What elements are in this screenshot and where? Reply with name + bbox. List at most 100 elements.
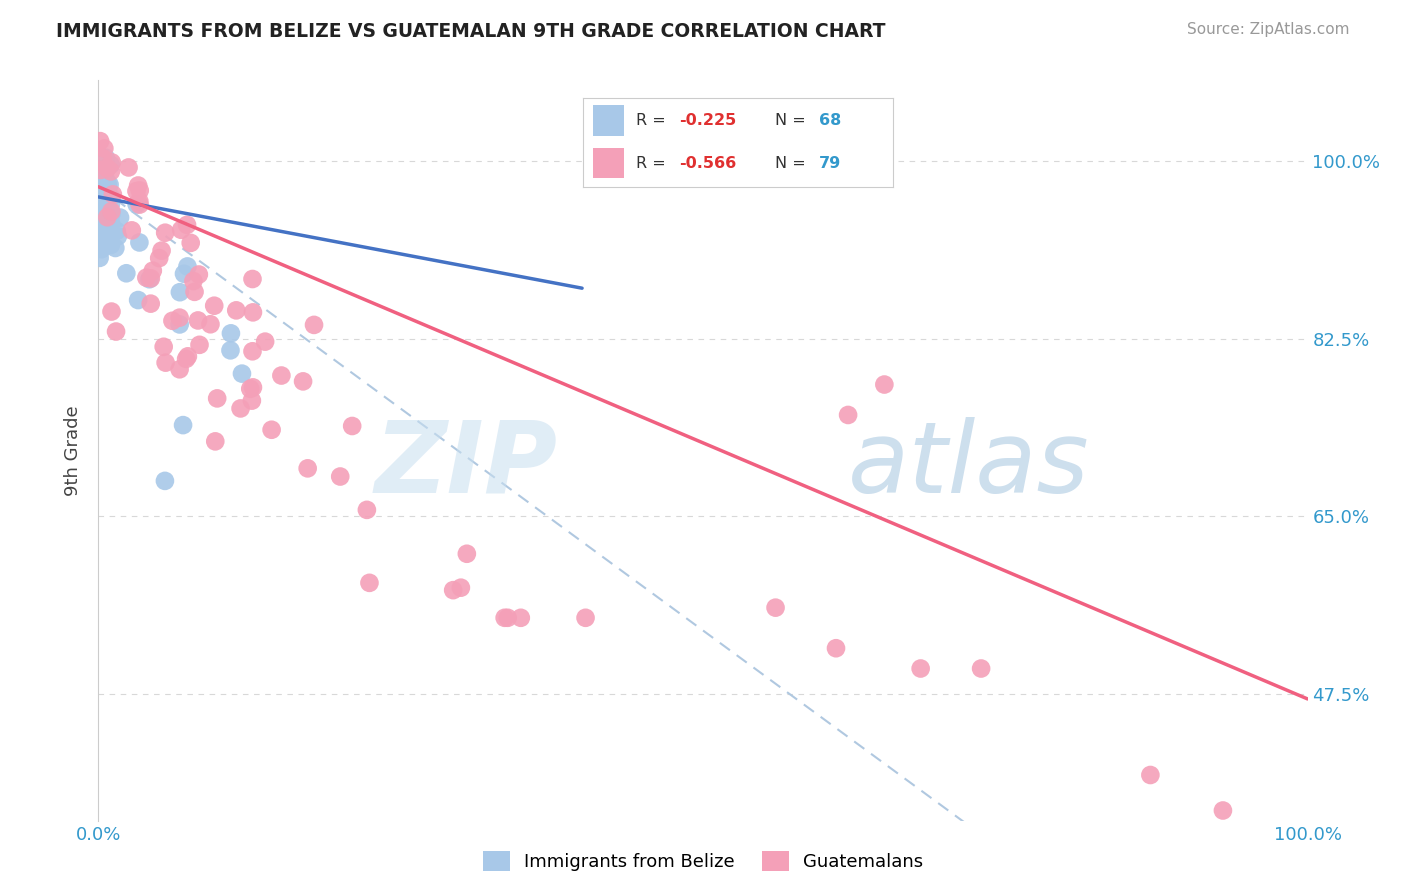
Point	[94, 151, 117, 165]
Point	[101, 155, 124, 169]
Point	[91, 218, 114, 232]
Point	[94, 218, 117, 232]
Text: 79: 79	[818, 156, 841, 170]
Point	[96, 233, 118, 247]
Text: -0.225: -0.225	[679, 113, 737, 128]
Text: IMMIGRANTS FROM BELIZE VS GUATEMALAN 9TH GRADE CORRELATION CHART: IMMIGRANTS FROM BELIZE VS GUATEMALAN 9TH…	[56, 22, 886, 41]
Point	[176, 218, 198, 232]
Point	[574, 611, 596, 625]
Point	[107, 229, 129, 244]
Point	[91, 151, 114, 165]
Point	[496, 611, 519, 625]
Point	[162, 314, 184, 328]
Point	[297, 461, 319, 475]
Text: R =: R =	[636, 113, 666, 128]
Point	[225, 303, 247, 318]
Point	[127, 178, 149, 193]
Point	[139, 271, 162, 285]
Point	[127, 293, 149, 307]
Point	[359, 575, 381, 590]
Point	[93, 223, 115, 237]
Point	[93, 194, 115, 208]
Bar	[593, 105, 624, 136]
Point	[97, 202, 120, 217]
Point	[90, 210, 112, 224]
Point	[139, 296, 162, 310]
Point	[239, 382, 262, 396]
Point	[1212, 804, 1234, 818]
Point	[96, 211, 118, 225]
Point	[93, 141, 115, 155]
Point	[90, 163, 112, 178]
Point	[105, 224, 128, 238]
Point	[96, 161, 118, 176]
Point	[96, 177, 118, 191]
Point	[94, 223, 117, 237]
Point	[1139, 768, 1161, 782]
Point	[202, 299, 225, 313]
Point	[121, 223, 143, 237]
Text: ZIP: ZIP	[375, 417, 558, 514]
Point	[93, 206, 115, 220]
Point	[169, 285, 191, 300]
Point	[183, 285, 205, 299]
Point	[94, 175, 117, 189]
Point	[260, 423, 283, 437]
Y-axis label: 9th Grade: 9th Grade	[65, 405, 83, 496]
Point	[509, 611, 531, 625]
Point	[89, 134, 111, 148]
Point	[204, 434, 226, 449]
Point	[90, 242, 112, 256]
Point	[229, 401, 252, 416]
Point	[169, 318, 191, 332]
Point	[100, 204, 122, 219]
Point	[169, 362, 191, 376]
Point	[94, 172, 117, 186]
Point	[128, 235, 150, 250]
Point	[91, 197, 114, 211]
Point	[765, 600, 787, 615]
Point	[187, 313, 209, 327]
Point	[93, 188, 115, 202]
Text: atlas: atlas	[848, 417, 1090, 514]
Point	[128, 197, 150, 211]
Point	[90, 178, 112, 193]
Point	[200, 318, 222, 332]
Point	[93, 161, 115, 176]
Point	[91, 189, 114, 203]
Bar	[593, 148, 624, 178]
Point	[356, 503, 378, 517]
Point	[100, 158, 122, 172]
Point	[128, 183, 150, 197]
Point	[98, 178, 121, 192]
Point	[105, 325, 128, 339]
Point	[176, 260, 198, 274]
Point	[97, 181, 120, 195]
Point	[97, 213, 120, 227]
Point	[98, 227, 121, 242]
Point	[240, 393, 263, 408]
Point	[90, 202, 112, 217]
Point	[242, 344, 264, 359]
Point	[177, 349, 200, 363]
Point	[115, 266, 138, 280]
Point	[108, 211, 131, 225]
Point	[441, 583, 464, 598]
Point	[117, 161, 139, 175]
Point	[219, 343, 242, 358]
Point	[219, 326, 242, 341]
Point	[183, 274, 205, 288]
Point	[125, 197, 148, 211]
Point	[302, 318, 325, 332]
Point	[100, 238, 122, 252]
Point	[101, 187, 124, 202]
Point	[242, 272, 264, 286]
Point	[231, 367, 253, 381]
Point	[153, 474, 176, 488]
Point	[837, 408, 859, 422]
Point	[89, 211, 111, 226]
Point	[174, 351, 197, 366]
Point	[170, 223, 193, 237]
Text: 68: 68	[818, 113, 841, 128]
Point	[100, 197, 122, 211]
